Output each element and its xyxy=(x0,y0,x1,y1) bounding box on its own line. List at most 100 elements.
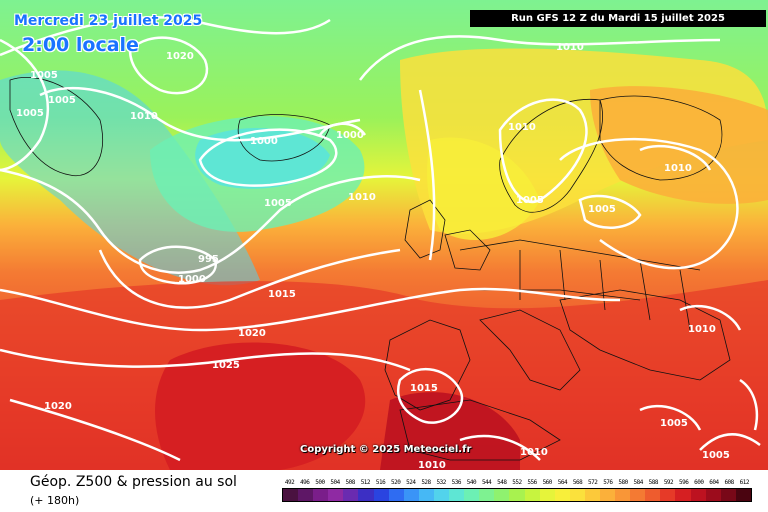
scale-tick-label: 528 xyxy=(421,479,431,486)
scale-swatch xyxy=(403,489,419,501)
scale-tick-label: 540 xyxy=(466,479,477,486)
scale-swatch xyxy=(418,489,434,501)
scale-tick-label: 560 xyxy=(542,479,553,486)
scale-swatch xyxy=(494,489,510,501)
scale-swatch xyxy=(328,489,344,501)
scale-swatch xyxy=(675,489,691,501)
scale-tick-label: 552 xyxy=(512,479,522,486)
scale-swatch xyxy=(554,489,570,501)
isobar-label: 1005 xyxy=(702,450,730,461)
scale-swatch xyxy=(690,489,706,501)
scale-tick-label: 520 xyxy=(391,479,401,486)
scale-swatch xyxy=(373,489,389,501)
forecast-date: Mercredi 23 juillet 2025 xyxy=(14,13,203,29)
scale-tick-label: 556 xyxy=(527,479,537,486)
isobar-label: 1020 xyxy=(238,328,266,339)
scale-swatch xyxy=(705,489,721,501)
scale-tick-label: 500 xyxy=(315,479,325,486)
scale-swatch xyxy=(449,489,465,501)
scale-swatch xyxy=(509,489,525,501)
scale-tick-label: 600 xyxy=(694,479,704,486)
geopot-zone-low-core xyxy=(195,128,330,189)
scale-tick-label: 524 xyxy=(406,479,416,486)
scale-tick-label: 496 xyxy=(300,479,310,486)
isobar-label: 1005 xyxy=(16,108,44,119)
scale-swatch xyxy=(343,489,359,501)
scale-tick-label: 580 xyxy=(618,479,628,486)
legend-footer: Géop. Z500 & pression au sol (+ 180h) 49… xyxy=(0,470,768,512)
isobar-label: 1015 xyxy=(410,383,438,394)
scale-swatch xyxy=(313,489,329,501)
scale-tick-label: 516 xyxy=(375,479,386,486)
isobar-label: 1010 xyxy=(556,42,584,53)
scale-swatch xyxy=(660,489,676,501)
isobar-label: 1010 xyxy=(418,460,446,470)
isobar-label: 1010 xyxy=(348,192,376,203)
color-scale-bar xyxy=(282,488,752,502)
coastlines xyxy=(9,77,731,461)
isobar-label: 1000 xyxy=(178,274,206,285)
isobar-label: 1010 xyxy=(130,111,158,122)
isobar-label: 1010 xyxy=(520,447,548,458)
scale-tick-label: 544 xyxy=(481,479,492,486)
scale-tick-label: 568 xyxy=(572,479,583,486)
isobar-label: 1005 xyxy=(30,70,58,81)
scale-tick-label: 584 xyxy=(633,479,644,486)
geopot-zone-north-sea xyxy=(427,137,540,240)
scale-swatch xyxy=(720,489,736,501)
geopot-zone-sahara xyxy=(380,392,520,470)
color-scale-labels: 492 496 500 504 508 512 516 520 524 528 532 536 540 5… xyxy=(282,479,752,486)
isobar-label: 1010 xyxy=(508,122,536,133)
isobar-label: 1000 xyxy=(250,136,278,147)
scale-tick-label: 596 xyxy=(678,479,689,486)
scale-tick-label: 576 xyxy=(603,479,613,486)
scale-swatch xyxy=(599,489,616,501)
scale-tick-label: 532 xyxy=(436,479,446,486)
scale-swatch xyxy=(479,489,495,501)
isobar-label: 1005 xyxy=(48,95,76,106)
geopot-zone-iberia xyxy=(155,342,366,470)
copyright: Copyright © 2025 Meteociel.fr xyxy=(300,444,472,455)
weather-map: 1010 1020 1005 1005 1005 1010 1000 1000 … xyxy=(0,0,768,470)
isobar-label: 1005 xyxy=(516,195,544,206)
isobar-label: 1005 xyxy=(660,418,688,429)
scale-swatch xyxy=(283,489,299,501)
scale-tick-label: 504 xyxy=(330,479,340,486)
scale-tick-label: 592 xyxy=(663,479,674,486)
isobar-label: 1020 xyxy=(166,51,194,62)
forecast-lead-time: (+ 180h) xyxy=(30,494,80,507)
isobar-label: 1005 xyxy=(588,204,616,215)
scale-swatch xyxy=(569,489,585,501)
scale-swatch xyxy=(735,489,751,501)
scale-swatch xyxy=(539,489,555,501)
isobars xyxy=(0,16,761,462)
isobar-label: 1000 xyxy=(336,130,364,141)
scale-swatch xyxy=(645,489,661,501)
scale-swatch xyxy=(464,489,480,501)
map-title: Géop. Z500 & pression au sol xyxy=(30,474,237,490)
isobar-label: 995 xyxy=(198,254,219,265)
scale-swatch xyxy=(524,489,540,501)
isobar-label: 1005 xyxy=(264,198,292,209)
isobar-label: 1020 xyxy=(44,401,72,412)
isobar-label: 1025 xyxy=(212,360,240,371)
scale-tick-label: 564 xyxy=(557,479,568,486)
scale-tick-label: 508 xyxy=(345,479,356,486)
scale-swatch xyxy=(630,489,646,501)
isobar-label: 1010 xyxy=(664,163,692,174)
isobar-label: 1010 xyxy=(688,324,716,335)
forecast-time: 2:00 locale xyxy=(22,34,139,56)
scale-tick-label: 512 xyxy=(360,479,371,486)
scale-swatch xyxy=(388,489,404,501)
scale-tick-label: 572 xyxy=(588,479,598,486)
geopot-zone-south xyxy=(0,280,768,470)
isobar-labels: 1010 1020 1005 1005 1005 1010 1000 1000 … xyxy=(16,42,730,470)
scale-tick-label: 608 xyxy=(724,479,734,486)
scale-tick-label: 588 xyxy=(648,479,659,486)
geopot-zone-greenland xyxy=(0,70,260,286)
model-run-label: Run GFS 12 Z du Mardi 15 juillet 2025 xyxy=(470,10,766,27)
scale-tick-label: 536 xyxy=(451,479,462,486)
scale-swatch xyxy=(615,489,631,501)
scale-swatch xyxy=(584,489,600,501)
scale-tick-label: 548 xyxy=(497,479,507,486)
